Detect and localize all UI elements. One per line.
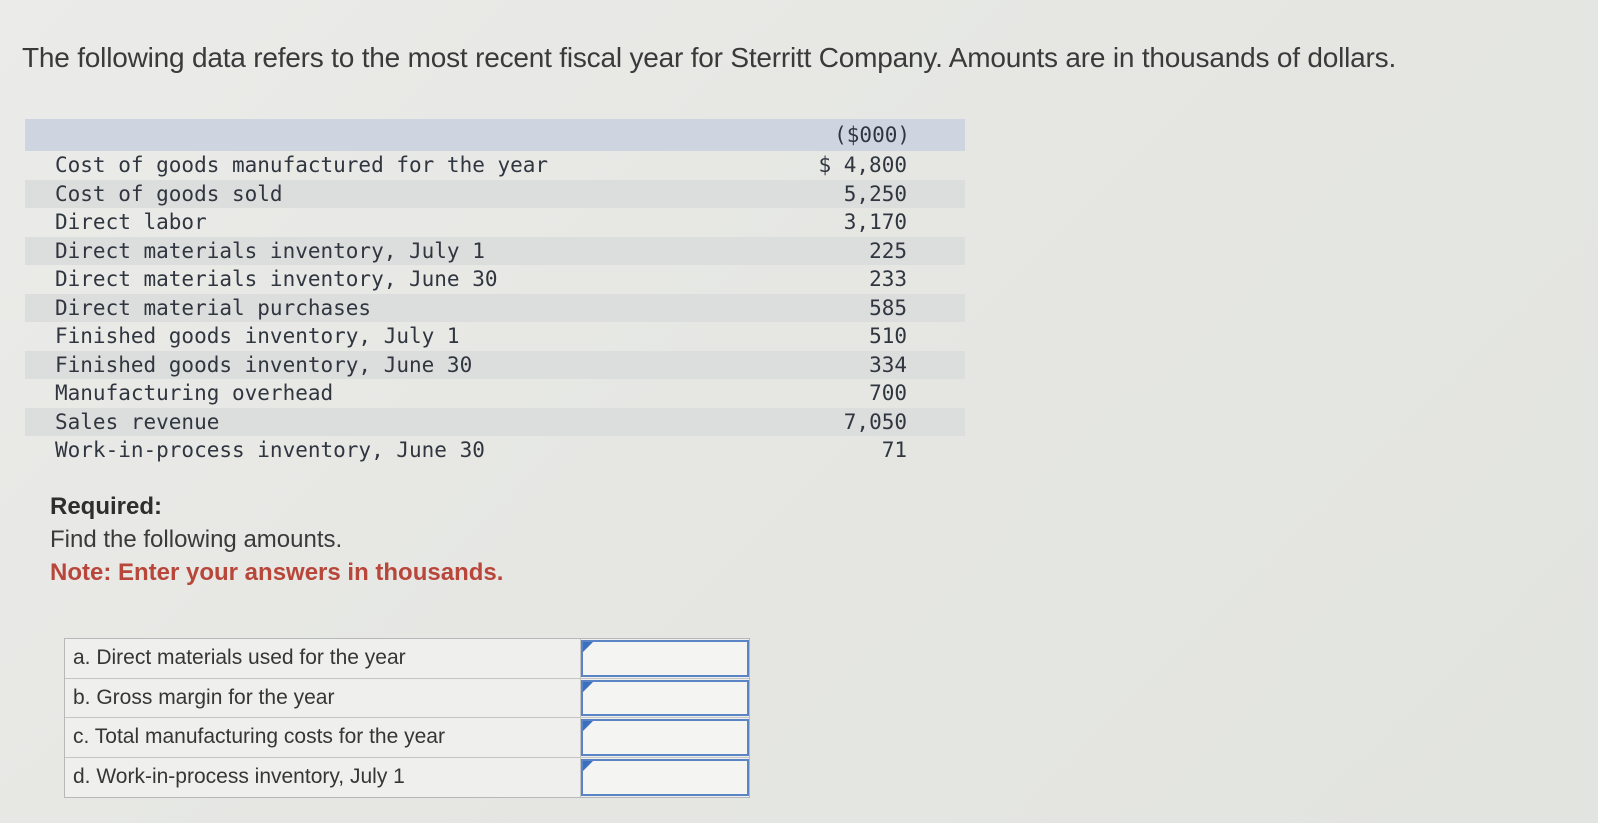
answer-input-a[interactable] [583, 642, 747, 675]
answer-input-d-cell [581, 758, 749, 796]
row-label: Direct materials inventory, June 30 [55, 267, 498, 291]
answer-label: a. Direct materials used for the year [65, 639, 581, 678]
answer-input-a-cell [581, 640, 749, 677]
answer-row: b. Gross margin for the year [65, 678, 749, 718]
row-value: 71 [881, 438, 907, 462]
table-row: Direct materials inventory, June 30 233 [25, 265, 965, 294]
table-row: Direct material purchases 585 [25, 293, 965, 322]
row-value: 3,170 [843, 210, 907, 234]
answer-label: b. Gross margin for the year [65, 678, 581, 717]
row-value: 334 [869, 352, 907, 377]
required-instructions: Find the following amounts. [50, 526, 343, 553]
row-label: Direct material purchases [55, 295, 372, 320]
answer-label: d. Work-in-process inventory, July 1 [65, 757, 581, 797]
table-row: Direct labor 3,170 [25, 208, 965, 237]
data-table-header: ($000) [25, 119, 965, 151]
row-label: Finished goods inventory, July 1 [55, 324, 460, 348]
required-title: Required: [50, 493, 163, 520]
required-section: Required: Find the following amounts. No… [50, 490, 503, 589]
row-label: Cost of goods manufactured for the year [55, 153, 549, 177]
row-label: Cost of goods sold [55, 181, 283, 206]
row-label: Finished goods inventory, June 30 [55, 352, 473, 377]
answer-row: d. Work-in-process inventory, July 1 [65, 757, 749, 797]
answer-input-c-cell [581, 719, 749, 756]
intro-text: The following data refers to the most re… [22, 42, 1397, 73]
answer-label: c. Total manufacturing costs for the yea… [65, 718, 581, 757]
answer-input-b-cell [581, 679, 749, 716]
row-value: $ 4,800 [818, 153, 907, 177]
answer-row: a. Direct materials used for the year [65, 639, 749, 679]
table-row: Manufacturing overhead 700 [25, 379, 965, 408]
row-label: Direct materials inventory, July 1 [55, 238, 485, 263]
row-value: 510 [869, 324, 907, 348]
row-label: Direct labor [55, 210, 207, 234]
row-label: Sales revenue [55, 409, 220, 434]
row-value: 225 [869, 238, 907, 263]
answer-input-d[interactable] [583, 760, 747, 794]
required-note: Note: Enter your answers in thousands. [50, 559, 504, 586]
table-row: Sales revenue 7,050 [25, 407, 965, 436]
row-label: Manufacturing overhead [55, 381, 334, 405]
table-row: Cost of goods manufactured for the year … [25, 151, 965, 180]
table-row: Direct materials inventory, July 1 225 [25, 236, 965, 265]
table-row: Work-in-process inventory, June 30 71 [25, 436, 965, 465]
unit-header: ($000) [834, 123, 910, 147]
table-row: Finished goods inventory, June 30 334 [25, 350, 965, 379]
row-value: 700 [869, 381, 907, 405]
row-label: Work-in-process inventory, June 30 [55, 438, 485, 462]
row-value: 585 [869, 295, 907, 320]
answer-row: c. Total manufacturing costs for the yea… [65, 718, 749, 758]
row-value: 5,250 [843, 181, 907, 206]
table-row: Finished goods inventory, July 1 510 [25, 322, 965, 351]
answer-input-c[interactable] [583, 721, 747, 754]
row-value: 233 [869, 267, 907, 291]
table-row: Cost of goods sold 5,250 [25, 179, 965, 208]
answer-input-b[interactable] [583, 681, 747, 714]
data-table: ($000) Cost of goods manufactured for th… [25, 119, 965, 465]
row-value: 7,050 [843, 409, 907, 434]
answer-table: a. Direct materials used for the year b.… [64, 638, 750, 798]
